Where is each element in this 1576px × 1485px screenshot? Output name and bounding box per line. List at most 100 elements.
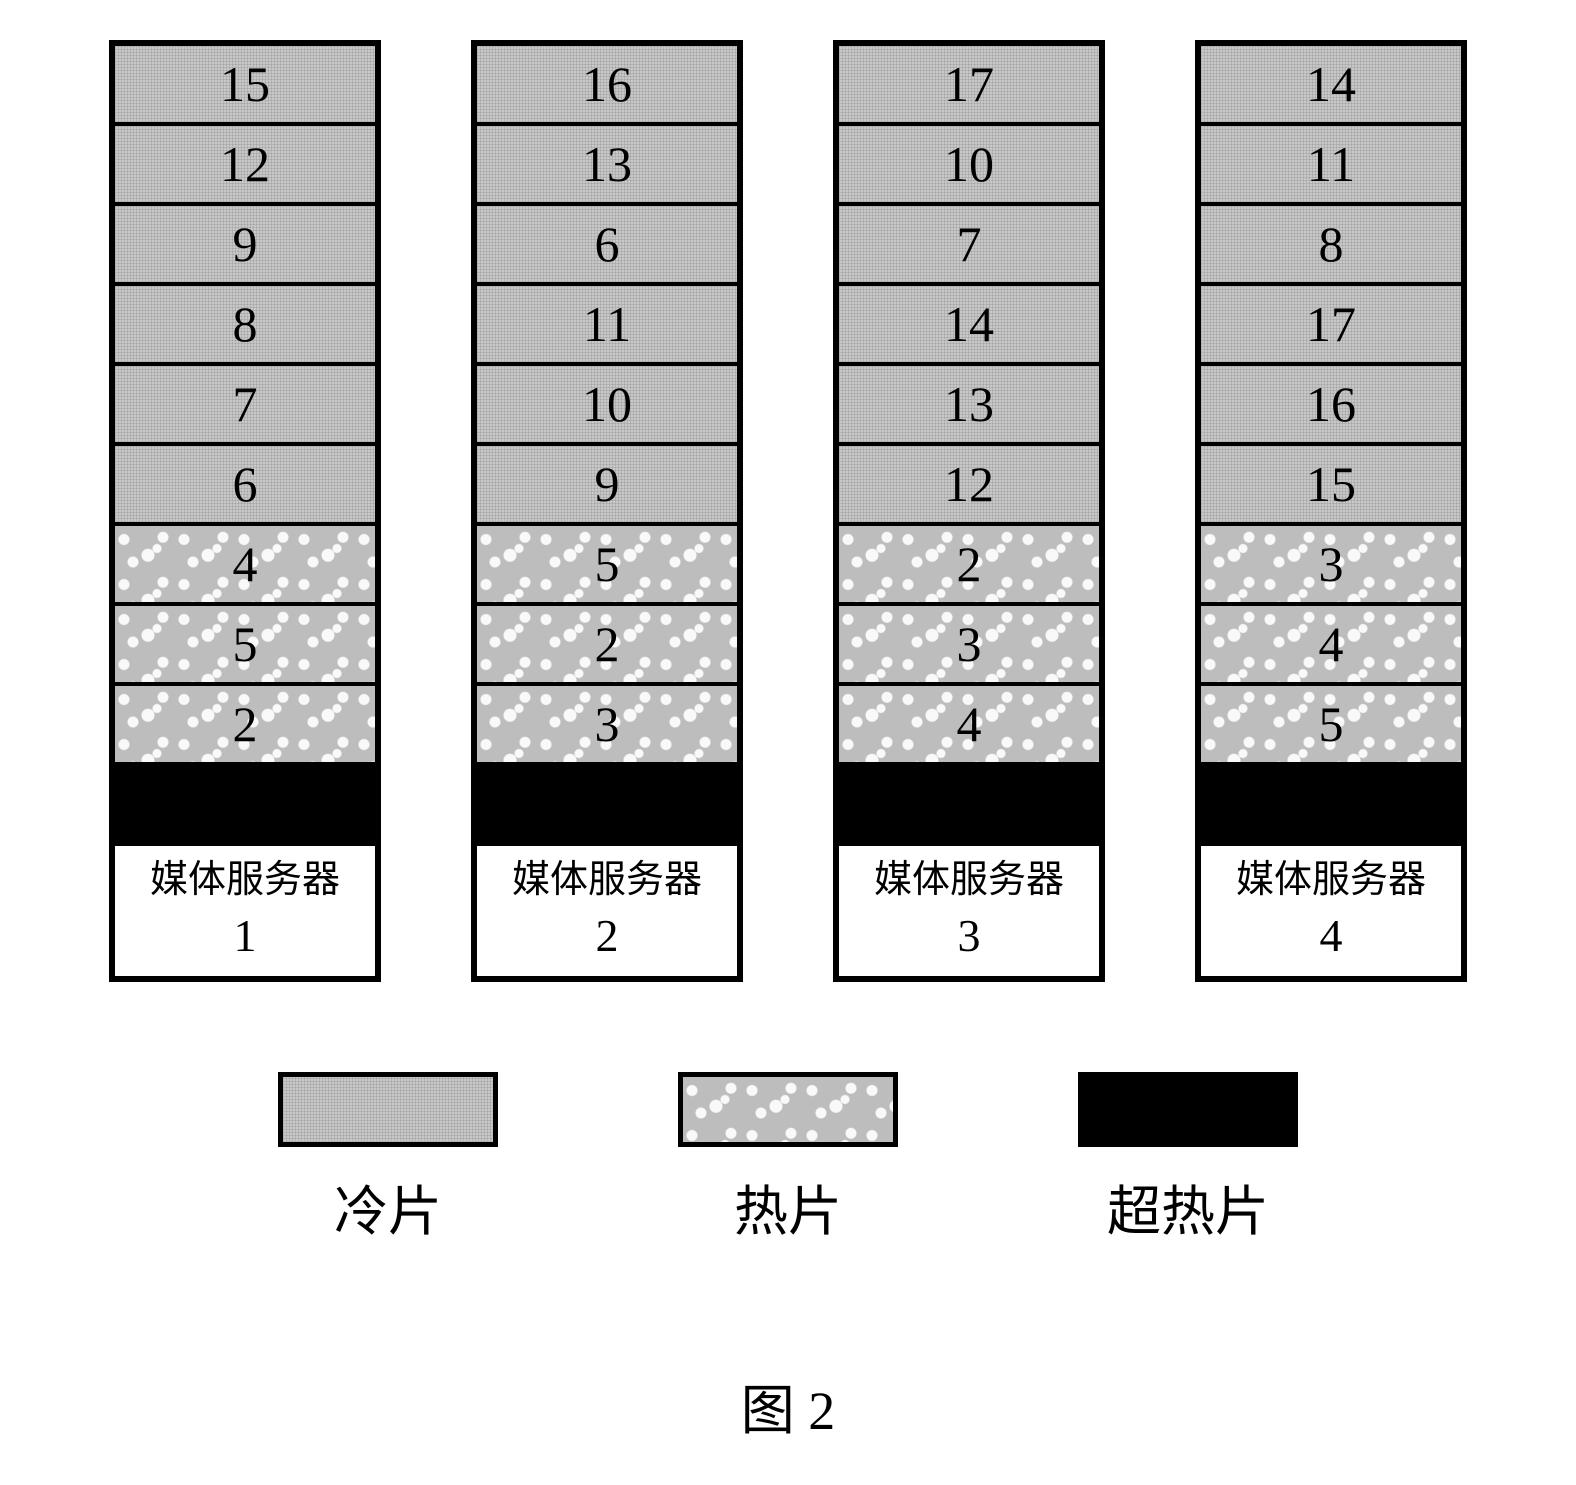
cold-cell: 12 (115, 126, 375, 206)
legend-item: 热片 (678, 1072, 898, 1246)
hot-cell: 4 (115, 526, 375, 606)
hot-cell: 4 (839, 686, 1099, 766)
hot-cell: 3 (1201, 526, 1461, 606)
superhot-swatch (1078, 1072, 1298, 1147)
server-label: 媒体服务器3 (839, 846, 1099, 976)
cold-cell: 16 (477, 46, 737, 126)
legend-item: 冷片 (278, 1072, 498, 1246)
hot-cell: 3 (839, 606, 1099, 686)
cell-value: 16 (1306, 375, 1356, 433)
cold-cell: 11 (1201, 126, 1461, 206)
cell-value: 11 (583, 295, 631, 353)
cold-cell: 14 (1201, 46, 1461, 126)
hot-cell: 3 (477, 686, 737, 766)
cell-value: 9 (595, 455, 620, 513)
cell-value: 12 (220, 135, 270, 193)
server-label: 媒体服务器4 (1201, 846, 1461, 976)
server-label-num: 3 (958, 906, 981, 966)
server-column: 17107141312234媒体服务器3 (833, 40, 1105, 982)
cell-value: 15 (220, 55, 270, 113)
cell-value: 12 (944, 455, 994, 513)
cold-cell: 17 (1201, 286, 1461, 366)
cold-cell: 7 (115, 366, 375, 446)
hot-cell: 5 (1201, 686, 1461, 766)
cell-value: 14 (1306, 55, 1356, 113)
cell-value: 4 (957, 695, 982, 753)
hot-cell: 4 (1201, 606, 1461, 686)
cold-cell: 6 (477, 206, 737, 286)
cell-value: 15 (1306, 455, 1356, 513)
cold-cell: 7 (839, 206, 1099, 286)
cold-cell: 12 (839, 446, 1099, 526)
server-column: 15 12 9 87 6 4 5 2 媒体服务器1 (109, 40, 381, 982)
superhot-cell (115, 766, 375, 846)
cold-cell: 11 (477, 286, 737, 366)
legend-item: 超热片 (1078, 1072, 1298, 1246)
legend-label: 超热片 (1107, 1167, 1269, 1246)
cell-value: 3 (595, 695, 620, 753)
cold-cell: 15 (115, 46, 375, 126)
server-label-num: 1 (234, 906, 257, 966)
server-column: 14118171615345媒体服务器4 (1195, 40, 1467, 982)
cell-value: 17 (1306, 295, 1356, 353)
server-label-text: 媒体服务器 (1236, 856, 1426, 905)
cell-value: 2 (595, 615, 620, 673)
cell-value: 4 (1319, 615, 1344, 673)
superhot-cell (839, 766, 1099, 846)
superhot-cell (1201, 766, 1461, 846)
cell-value: 16 (582, 55, 632, 113)
figure-caption: 图 2 (741, 1366, 836, 1445)
server-label: 媒体服务器2 (477, 846, 737, 976)
hot-cell: 5 (477, 526, 737, 606)
cold-cell: 13 (839, 366, 1099, 446)
server-label-text: 媒体服务器 (150, 856, 340, 905)
cold-swatch (278, 1072, 498, 1147)
cell-value: 3 (957, 615, 982, 673)
figure-container: 15129876452媒体服务器11613611109523媒体服务器21710… (40, 40, 1536, 1445)
cell-value: 13 (944, 375, 994, 433)
cell-value: 4 (233, 535, 258, 593)
cell-value: 10 (582, 375, 632, 433)
cold-cell: 8 (115, 286, 375, 366)
cold-cell: 13 (477, 126, 737, 206)
hot-cell: 2 (115, 686, 375, 766)
superhot-cell (477, 766, 737, 846)
server-label-text: 媒体服务器 (512, 856, 702, 905)
legend-label: 冷片 (334, 1167, 442, 1246)
cold-cell: 15 (1201, 446, 1461, 526)
cell-value: 10 (944, 135, 994, 193)
server-columns-row: 15129876452媒体服务器11613611109523媒体服务器21710… (109, 40, 1467, 982)
cold-cell: 10 (839, 126, 1099, 206)
cell-value: 5 (1319, 695, 1344, 753)
cell-value: 3 (1319, 535, 1344, 593)
cell-value: 2 (233, 695, 258, 753)
cold-cell: 14 (839, 286, 1099, 366)
cell-value: 13 (582, 135, 632, 193)
cell-value: 7 (957, 215, 982, 273)
cell-value: 14 (944, 295, 994, 353)
cell-value: 11 (1307, 135, 1355, 193)
hot-cell: 2 (839, 526, 1099, 606)
cell-value: 5 (233, 615, 258, 673)
cold-cell: 9 (477, 446, 737, 526)
cold-cell: 16 (1201, 366, 1461, 446)
cell-value: 17 (944, 55, 994, 113)
hot-swatch (678, 1072, 898, 1147)
hot-cell: 2 (477, 606, 737, 686)
cold-cell: 8 (1201, 206, 1461, 286)
legend-row: 冷片 热片 超热片 (278, 1072, 1298, 1246)
cell-value: 9 (233, 215, 258, 273)
cell-value: 6 (233, 455, 258, 513)
server-column: 16 13 6 11 10 9 5 2 3 媒体服务器2 (471, 40, 743, 982)
cold-cell: 6 (115, 446, 375, 526)
hot-cell: 5 (115, 606, 375, 686)
cell-value: 8 (1319, 215, 1344, 273)
cell-value: 6 (595, 215, 620, 273)
server-label-num: 4 (1320, 906, 1343, 966)
server-label: 媒体服务器1 (115, 846, 375, 976)
cell-value: 5 (595, 535, 620, 593)
cold-cell: 9 (115, 206, 375, 286)
cold-cell: 17 (839, 46, 1099, 126)
server-label-text: 媒体服务器 (874, 856, 1064, 905)
legend-label: 热片 (734, 1167, 842, 1246)
